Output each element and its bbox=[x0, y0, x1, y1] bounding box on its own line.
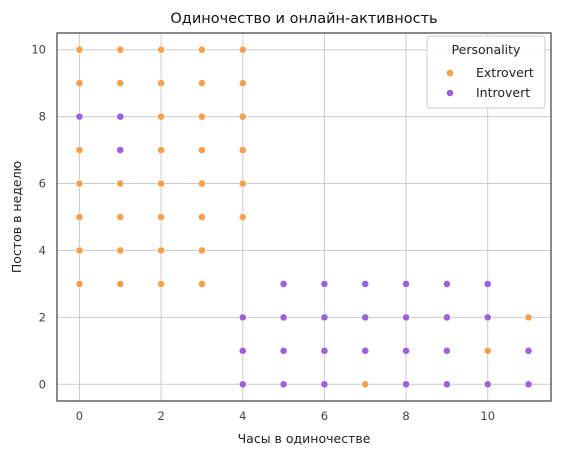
legend-label-extrovert: Extrovert bbox=[476, 65, 534, 80]
data-point-extrovert bbox=[116, 246, 125, 255]
data-point-extrovert bbox=[157, 280, 166, 288]
data-point-introvert bbox=[402, 313, 410, 322]
data-point-extrovert bbox=[75, 79, 84, 88]
data-point-introvert bbox=[483, 280, 492, 288]
x-tick-label: 8 bbox=[402, 409, 409, 423]
x-tick-label: 4 bbox=[239, 409, 246, 423]
legend-title: Personality bbox=[452, 42, 522, 57]
data-point-introvert bbox=[279, 313, 288, 322]
data-point-extrovert bbox=[198, 213, 206, 221]
y-tick-label: 0 bbox=[39, 377, 46, 391]
data-point-introvert bbox=[116, 112, 125, 121]
chart-title: Одиночество и онлайн-активность bbox=[170, 11, 437, 27]
data-point-introvert bbox=[402, 280, 410, 288]
data-point-introvert bbox=[320, 313, 329, 322]
data-point-extrovert bbox=[483, 346, 492, 355]
data-point-introvert bbox=[279, 346, 288, 355]
data-point-introvert bbox=[279, 380, 288, 389]
x-axis-title: Часы в одиночестве bbox=[238, 431, 371, 446]
data-point-extrovert bbox=[238, 146, 247, 154]
legend-box bbox=[426, 35, 546, 109]
data-point-introvert bbox=[402, 346, 410, 355]
data-point-extrovert bbox=[157, 79, 166, 88]
data-point-extrovert bbox=[116, 280, 125, 288]
data-point-extrovert bbox=[524, 313, 533, 322]
data-point-extrovert bbox=[238, 79, 247, 88]
data-point-extrovert bbox=[157, 179, 166, 188]
y-tick-label: 2 bbox=[39, 310, 46, 324]
data-point-extrovert bbox=[75, 246, 84, 255]
data-point-extrovert bbox=[198, 112, 206, 121]
data-point-extrovert bbox=[116, 45, 125, 54]
data-point-extrovert bbox=[238, 112, 247, 121]
x-tick-label: 10 bbox=[480, 409, 495, 423]
data-point-extrovert bbox=[75, 179, 84, 188]
legend-marker-introvert bbox=[446, 89, 454, 97]
data-point-introvert bbox=[320, 280, 329, 288]
data-point-extrovert bbox=[198, 280, 206, 288]
data-point-extrovert bbox=[198, 179, 206, 188]
legend-label-introvert: Introvert bbox=[476, 85, 530, 100]
data-point-extrovert bbox=[238, 179, 247, 188]
data-point-extrovert bbox=[157, 213, 166, 221]
y-tick-label: 4 bbox=[39, 243, 46, 257]
data-point-extrovert bbox=[238, 45, 247, 54]
x-tick-label: 0 bbox=[76, 409, 83, 423]
data-point-introvert bbox=[238, 346, 247, 355]
data-point-extrovert bbox=[116, 79, 125, 88]
data-point-introvert bbox=[442, 313, 451, 322]
data-point-extrovert bbox=[157, 246, 166, 255]
data-point-extrovert bbox=[238, 213, 247, 221]
data-point-extrovert bbox=[157, 45, 166, 54]
data-points bbox=[75, 45, 533, 389]
data-point-extrovert bbox=[361, 380, 370, 389]
x-tick-label: 2 bbox=[157, 409, 164, 423]
y-axis-title: Постов в неделю bbox=[9, 161, 24, 273]
data-point-introvert bbox=[116, 146, 125, 154]
data-point-extrovert bbox=[198, 79, 206, 88]
data-point-extrovert bbox=[157, 146, 166, 154]
data-point-introvert bbox=[238, 313, 247, 322]
y-tick-label: 8 bbox=[39, 110, 46, 124]
data-point-introvert bbox=[442, 280, 451, 288]
data-point-introvert bbox=[442, 380, 451, 389]
data-point-introvert bbox=[483, 313, 492, 322]
x-axis-ticks: 0 2 4 6 8 10 bbox=[76, 409, 495, 423]
y-axis-ticks: 0 2 4 6 8 10 bbox=[31, 43, 46, 392]
x-tick-label: 6 bbox=[321, 409, 328, 423]
data-point-extrovert bbox=[198, 246, 206, 255]
legend: Personality Extrovert Introvert bbox=[426, 35, 546, 109]
data-point-extrovert bbox=[198, 45, 206, 54]
data-point-extrovert bbox=[157, 112, 166, 121]
data-point-introvert bbox=[524, 380, 533, 389]
data-point-extrovert bbox=[75, 146, 84, 154]
data-point-introvert bbox=[361, 346, 370, 355]
data-point-introvert bbox=[75, 112, 84, 121]
data-point-introvert bbox=[320, 346, 329, 355]
data-point-introvert bbox=[361, 280, 370, 288]
data-point-extrovert bbox=[75, 280, 84, 288]
data-point-extrovert bbox=[75, 213, 84, 221]
data-point-extrovert bbox=[116, 179, 125, 188]
plot-frame bbox=[56, 32, 552, 402]
data-point-extrovert bbox=[75, 45, 84, 54]
data-point-introvert bbox=[442, 346, 451, 355]
data-point-introvert bbox=[320, 380, 329, 389]
data-point-extrovert bbox=[116, 213, 125, 221]
data-point-introvert bbox=[402, 380, 410, 389]
data-point-introvert bbox=[524, 346, 533, 355]
data-point-introvert bbox=[483, 380, 492, 389]
data-point-introvert bbox=[279, 280, 288, 288]
data-point-introvert bbox=[238, 380, 247, 389]
data-point-introvert bbox=[361, 313, 370, 322]
legend-marker-extrovert bbox=[446, 69, 454, 77]
y-tick-label: 10 bbox=[31, 43, 46, 57]
data-point-extrovert bbox=[198, 146, 206, 154]
y-tick-label: 6 bbox=[39, 177, 46, 191]
